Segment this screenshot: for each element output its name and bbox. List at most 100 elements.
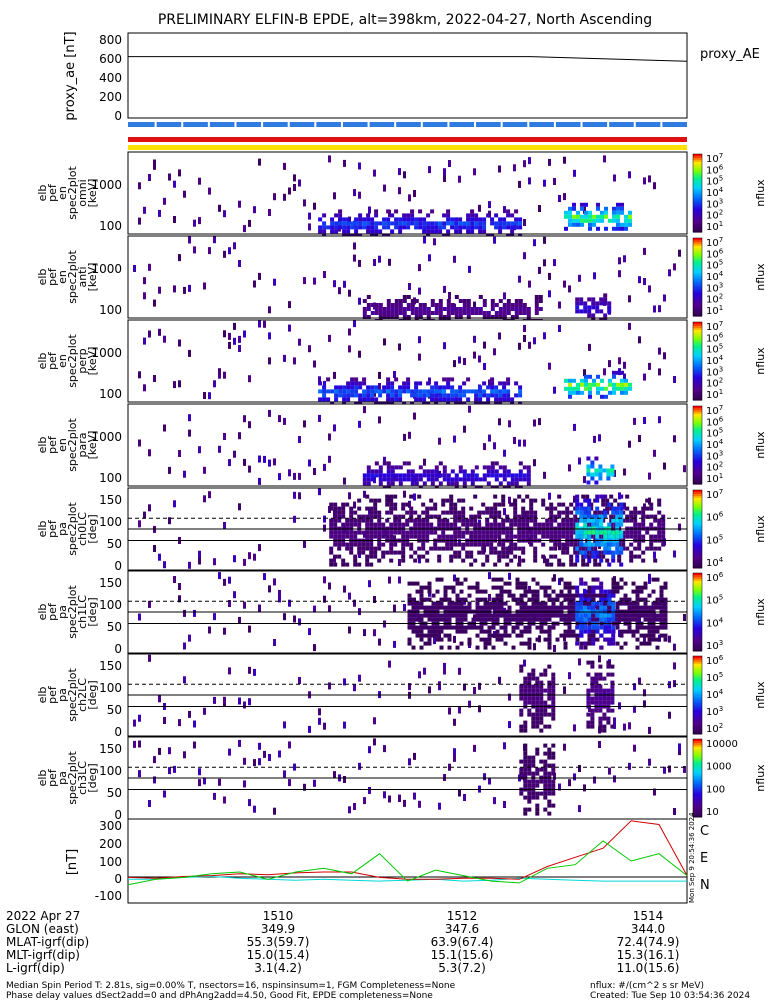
sparse-pixel: [263, 455, 266, 463]
colorbar-cell: [693, 598, 702, 601]
band-cell-1: [529, 534, 534, 539]
band-cell-2: [591, 625, 596, 630]
band-cell-1: [521, 550, 526, 555]
band-cell-1: [407, 581, 412, 586]
band-cell-1: [535, 724, 540, 729]
band-cell-2: [575, 601, 580, 606]
band-cell-1: [353, 518, 358, 523]
sparse-pixel: [253, 280, 256, 288]
band-cell-1: [655, 645, 660, 650]
band-cell-2: [598, 684, 603, 689]
band-cell-1: [422, 473, 427, 478]
band-cell-2: [583, 522, 588, 527]
colorbar-cell: [693, 515, 702, 518]
band-cell-1: [649, 542, 654, 547]
tick-mlat-1: 55.3(59.7): [247, 935, 310, 949]
band-cell-1: [345, 518, 350, 523]
colorbar-cell: [693, 596, 702, 599]
band-cell-1: [405, 502, 410, 507]
band-cell-1: [498, 401, 503, 406]
colorbar-cell: [693, 702, 702, 706]
colorbar-tick-exponent: 6: [719, 163, 724, 171]
band-cell-1: [629, 542, 634, 547]
band-cell-1: [437, 522, 442, 527]
sparse-pixel: [363, 629, 366, 637]
band-cell-1: [551, 684, 556, 689]
band-cell-1: [493, 506, 498, 511]
band-cell-2: [583, 625, 588, 630]
sparse-pixel: [528, 177, 531, 185]
band-cell-1: [499, 633, 504, 638]
ylabel-line: pef: [46, 519, 59, 538]
sparse-pixel: [633, 744, 636, 752]
colorbar-cell: [693, 181, 702, 184]
band-cell-1: [381, 550, 386, 555]
sparse-pixel: [323, 595, 326, 603]
ylabel-line: pef: [46, 685, 59, 704]
band-cell-1: [510, 303, 515, 307]
band-cell-2: [607, 641, 612, 646]
band-cell-2: [611, 613, 616, 618]
sparse-pixel: [248, 625, 251, 633]
band-cell-1: [482, 311, 487, 315]
band-cell-1: [385, 494, 390, 499]
colorbar-cell: [693, 277, 702, 280]
band-cell-1: [411, 581, 416, 586]
sparse-pixel: [518, 180, 521, 188]
band-cell-1: [631, 589, 636, 594]
band-cell-1: [527, 629, 532, 634]
mag-series-c-line: [128, 875, 687, 882]
sparse-pixel: [358, 297, 361, 305]
band-cell-1: [657, 534, 662, 539]
band-cell-1: [366, 295, 371, 299]
ylabel-line: en: [56, 438, 69, 452]
band-cell-1: [441, 546, 446, 551]
band-cell-1: [446, 311, 451, 315]
sparse-pixel: [258, 604, 261, 612]
band-cell-2: [616, 206, 620, 211]
band-cell-1: [657, 522, 662, 527]
band-cell-1: [357, 506, 362, 511]
band-cell-2: [608, 218, 612, 223]
band-cell-2: [584, 382, 588, 387]
band-cell-1: [523, 581, 528, 586]
band-cell-1: [489, 510, 494, 515]
band-cell-2: [604, 386, 608, 391]
band-cell-1: [535, 783, 540, 788]
sparse-pixel: [468, 405, 471, 413]
colorbar-cell: [693, 179, 702, 182]
band-cell-1: [333, 530, 338, 535]
band-cell-1: [519, 771, 524, 776]
band-cell-1: [489, 530, 494, 535]
sparse-pixel: [248, 375, 251, 383]
band-cell-1: [463, 577, 468, 582]
band-cell-1: [531, 783, 536, 788]
band-cell-1: [559, 593, 564, 598]
spin-phase-bar: [128, 122, 687, 127]
sparse-pixel: [288, 779, 291, 787]
band-cell-1: [535, 716, 540, 721]
band-cell-1: [442, 385, 447, 390]
colorbar-cell: [693, 546, 702, 549]
band-cell-1: [478, 397, 483, 402]
band-cell-1: [361, 514, 366, 519]
sparse-pixel: [418, 264, 421, 272]
band-cell-1: [615, 625, 620, 630]
sparse-pixel: [188, 284, 191, 292]
band-cell-1: [329, 522, 334, 527]
band-cell-1: [527, 763, 532, 768]
band-cell-1: [374, 221, 379, 226]
colorbar-cell: [693, 744, 702, 748]
band-cell-1: [527, 672, 532, 677]
band-cell-1: [357, 542, 362, 547]
band-cell-1: [453, 510, 458, 515]
band-cell-1: [523, 680, 528, 685]
band-cell-1: [509, 534, 514, 539]
band-cell-1: [491, 605, 496, 610]
band-cell-2: [592, 382, 596, 387]
band-cell-1: [523, 751, 528, 756]
band-cell-1: [439, 613, 444, 618]
band-cell-1: [547, 751, 552, 756]
sparse-pixel: [238, 260, 241, 267]
band-cell-2: [579, 601, 584, 606]
